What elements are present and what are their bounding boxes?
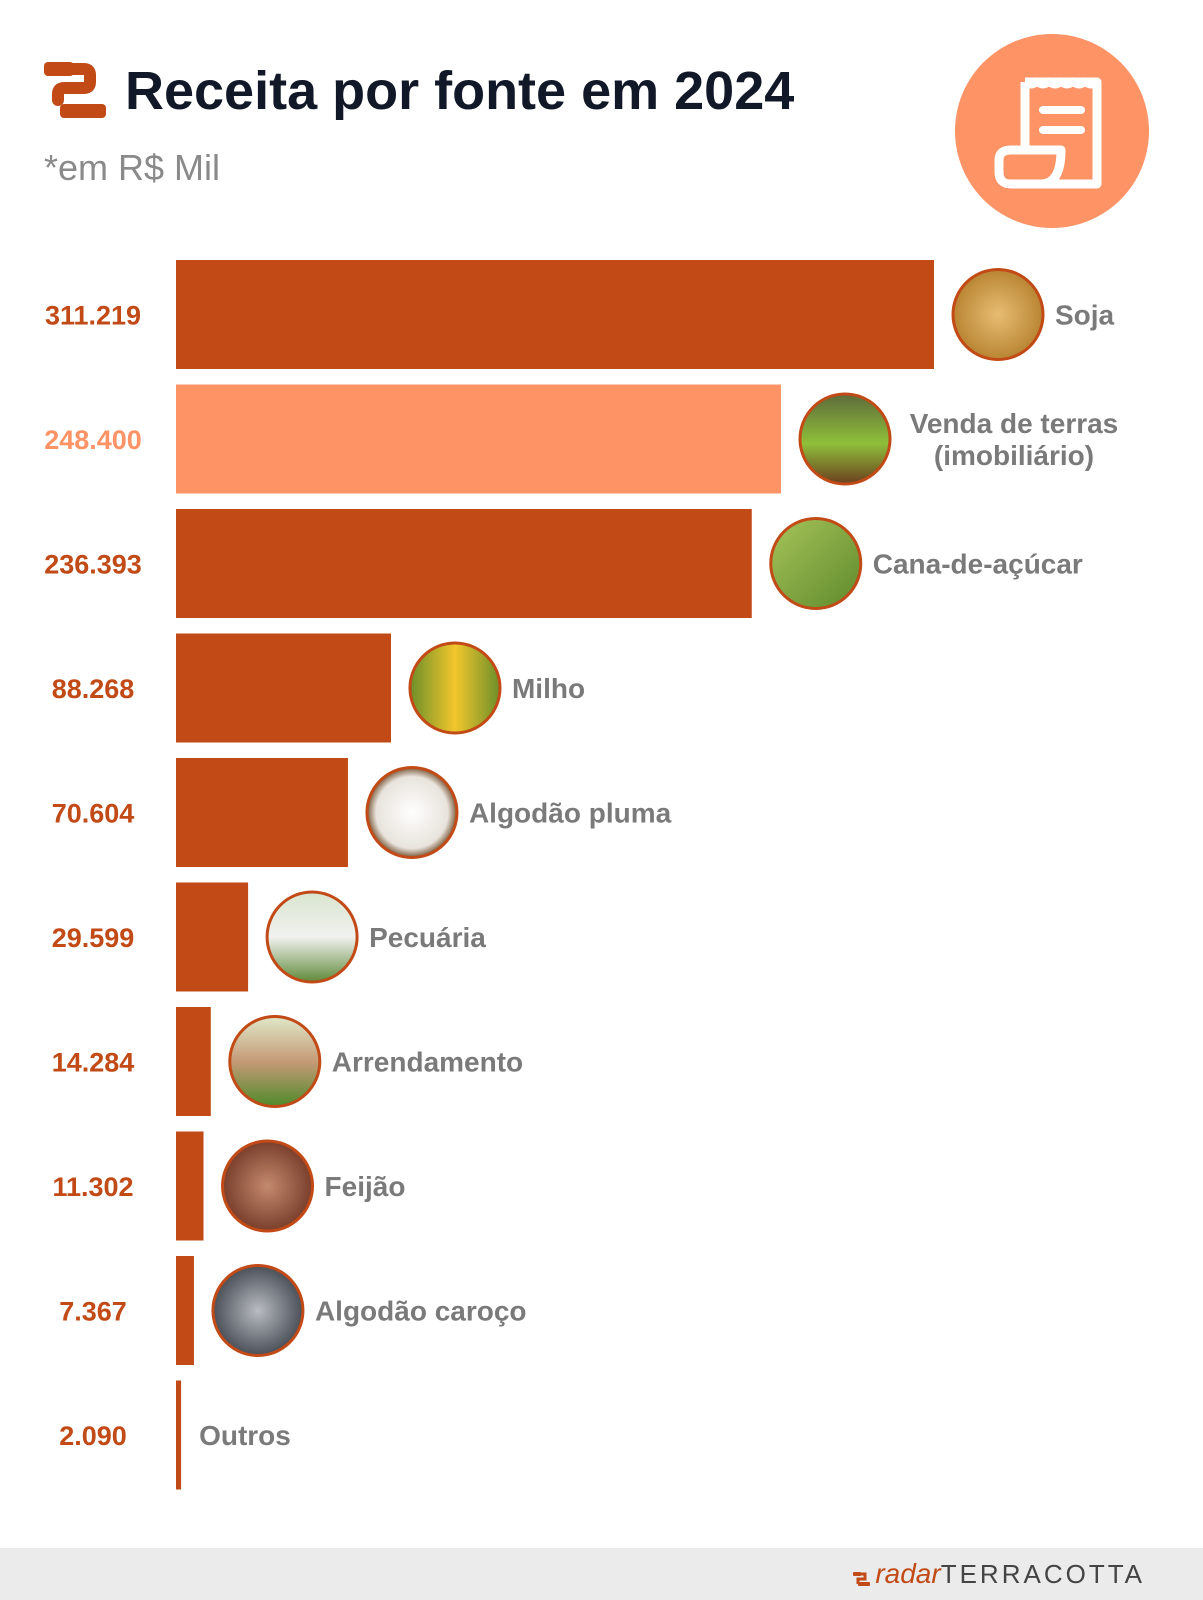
value-label-0: 311.219 [45, 301, 141, 331]
bar-1 [176, 384, 781, 494]
bar-2 [176, 509, 752, 618]
category-label-9: Outros [199, 1420, 291, 1451]
unit-subtitle: *em R$ Mil [44, 147, 221, 188]
category-label-1: Venda de terras (imobiliário) [910, 408, 1119, 471]
category-label-0: Soja [1055, 300, 1115, 331]
category-label-3: Milho [512, 673, 585, 704]
value-label-5: 29.599 [52, 923, 135, 953]
cottonseed-photo [211, 1264, 305, 1357]
bar-7 [176, 1131, 204, 1241]
bar-4 [176, 758, 348, 867]
terracotta-logo-icon [44, 62, 106, 118]
value-label-7: 11.302 [52, 1172, 133, 1202]
bar-0 [176, 260, 934, 369]
bar-9 [176, 1380, 182, 1490]
value-label-6: 14.284 [52, 1048, 135, 1078]
handshake-photo [228, 1015, 322, 1108]
value-label-1: 248.400 [44, 425, 142, 455]
bar-3 [176, 633, 391, 743]
cattle-photo [265, 890, 359, 984]
value-label-8: 7.367 [59, 1297, 127, 1327]
category-label-2: Cana-de-açúcar [873, 549, 1083, 580]
receipt-icon [994, 77, 1102, 189]
land-plot-photo [798, 392, 892, 486]
brand-radar: radar [875, 1558, 941, 1589]
bars-group: 311.219 Soja 248.400 Venda de terras (imobil… [44, 260, 1118, 1490]
value-label-3: 88.268 [52, 674, 135, 704]
sugarcane-photo [769, 517, 863, 610]
value-label-2: 236.393 [44, 550, 142, 580]
footer: radarTERRACOTTA [0, 1548, 1203, 1600]
soybeans-photo [951, 268, 1045, 361]
corn-photo [408, 641, 502, 735]
receipt-badge [955, 34, 1149, 228]
category-label-8: Algodão caroço [315, 1296, 527, 1327]
bar-8 [176, 1256, 194, 1365]
bar-6 [176, 1007, 211, 1116]
value-label-9: 2.090 [59, 1421, 127, 1451]
beans-photo [221, 1139, 315, 1233]
radar-mark-icon [853, 1571, 871, 1586]
value-label-4: 70.604 [52, 799, 135, 829]
revenue-bar-chart: 311.219 Soja 248.400 Venda de terras (imobil… [44, 260, 1118, 1490]
brand-wordmark: radarTERRACOTTA [853, 1558, 1145, 1590]
bar-5 [176, 882, 249, 992]
page-title: Receita por fonte em 2024 [125, 61, 795, 121]
category-label-5: Pecuária [369, 922, 486, 953]
brand-terracotta: TERRACOTTA [940, 1559, 1145, 1589]
category-label-7: Feijão [325, 1171, 406, 1202]
cotton-photo [365, 766, 459, 859]
category-label-4: Algodão pluma [469, 798, 672, 829]
category-label-6: Arrendamento [332, 1047, 523, 1078]
